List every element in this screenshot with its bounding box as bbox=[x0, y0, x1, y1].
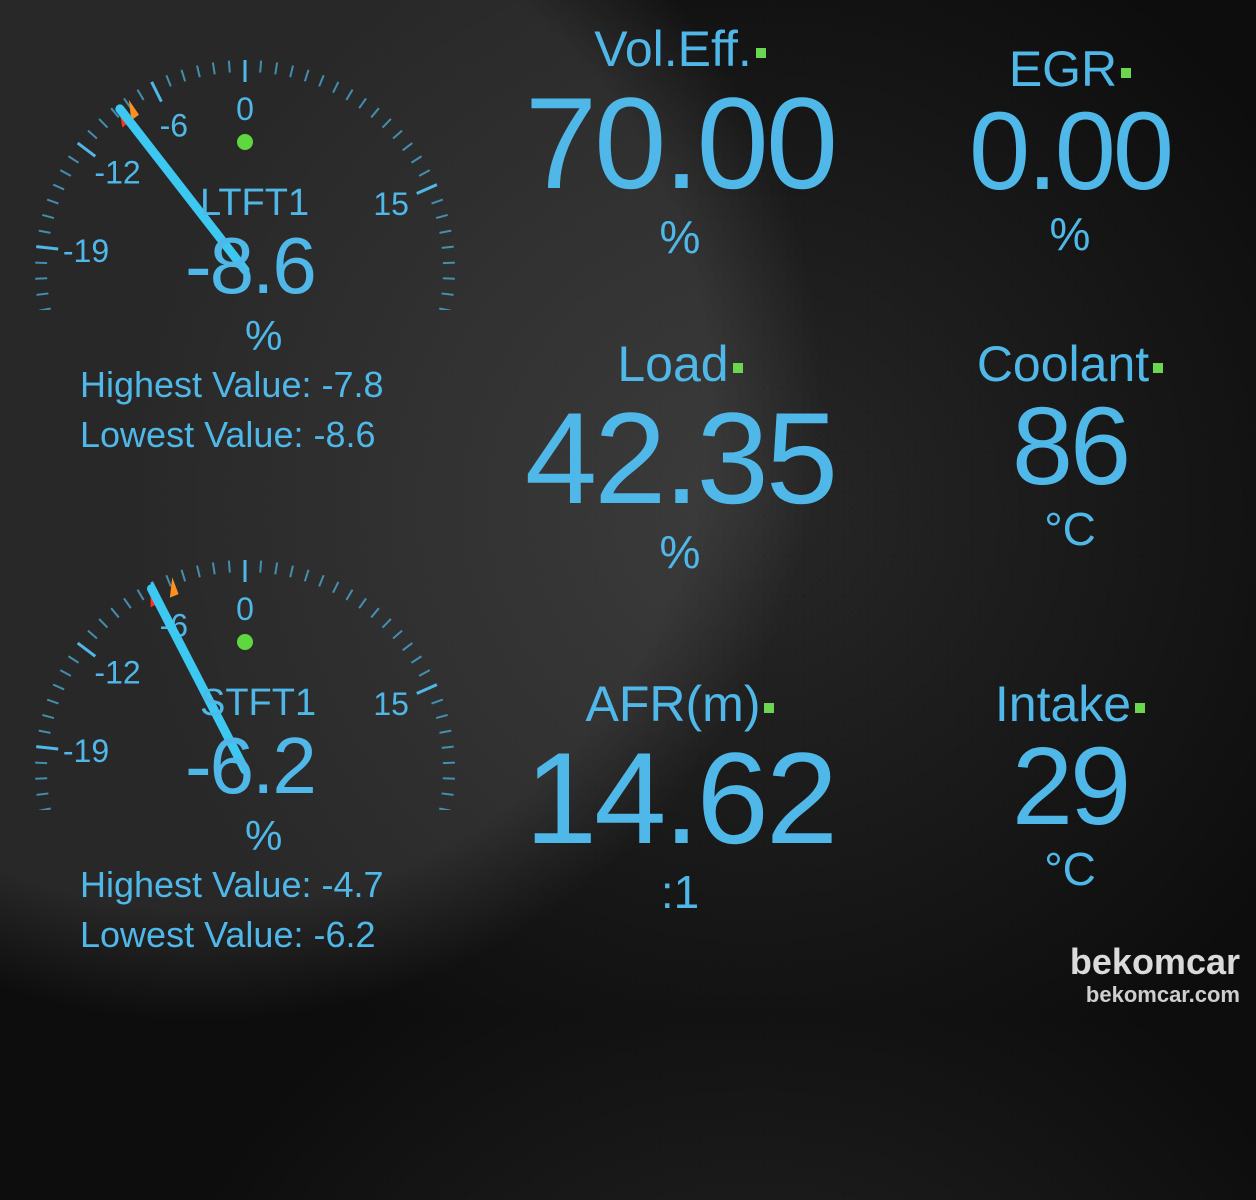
gauge-ltft1-name: LTFT1 bbox=[200, 182, 309, 225]
lowest-value: -6.2 bbox=[314, 914, 376, 955]
metric-egr-label: EGR bbox=[1009, 40, 1131, 98]
highest-value: -4.7 bbox=[321, 864, 383, 905]
watermark-line1: bekomcar bbox=[1070, 944, 1240, 980]
metric-afr-value: 14.62 bbox=[480, 723, 880, 873]
highest-label: Highest Value: bbox=[80, 864, 311, 905]
metric-afr-unit: :1 bbox=[480, 865, 880, 919]
watermark-line2: bekomcar.com bbox=[1070, 984, 1240, 1006]
lowest-value: -8.6 bbox=[314, 414, 376, 455]
metric-load-unit: % bbox=[480, 525, 880, 579]
svg-text:-12: -12 bbox=[94, 654, 140, 690]
svg-text:-19: -19 bbox=[63, 233, 109, 269]
metric-load[interactable]: Load 42.35 % bbox=[480, 335, 880, 579]
gauge-ltft1-unit: % bbox=[245, 312, 282, 360]
gauge-stft1-unit: % bbox=[245, 812, 282, 860]
metric-coolant[interactable]: Coolant 86 °C bbox=[920, 335, 1220, 556]
metric-vol-eff[interactable]: Vol.Eff. 70.00 % bbox=[480, 20, 880, 264]
svg-text:-25: -25 bbox=[72, 806, 118, 810]
metric-intake[interactable]: Intake 29 °C bbox=[920, 675, 1220, 896]
gauge-ltft1-value: -8.6 bbox=[185, 220, 315, 312]
gauge-stft1[interactable]: -25-19-12-601525 STFT1 -6.2 % Highest Va… bbox=[30, 530, 460, 810]
metric-load-value: 42.35 bbox=[480, 383, 880, 533]
svg-text:0: 0 bbox=[236, 91, 254, 127]
lowest-label: Lowest Value: bbox=[80, 914, 303, 955]
metric-vol-eff-unit: % bbox=[480, 210, 880, 264]
metric-intake-value: 29 bbox=[920, 723, 1220, 850]
gauge-ltft1[interactable]: -25-19-12-601525 LTFT1 -8.6 % Highest Va… bbox=[30, 30, 460, 310]
svg-text:15: 15 bbox=[373, 186, 409, 222]
svg-text:15: 15 bbox=[373, 686, 409, 722]
lowest-label: Lowest Value: bbox=[80, 414, 303, 455]
svg-text:-19: -19 bbox=[63, 733, 109, 769]
gauge-stft1-name: STFT1 bbox=[200, 682, 316, 725]
highest-label: Highest Value: bbox=[80, 364, 311, 405]
svg-text:25: 25 bbox=[378, 306, 414, 310]
metric-intake-label: Intake bbox=[995, 675, 1145, 733]
metric-coolant-label: Coolant bbox=[977, 335, 1163, 393]
metric-intake-unit: °C bbox=[920, 842, 1220, 896]
metric-afr-label: AFR(m) bbox=[586, 675, 775, 733]
metric-afr[interactable]: AFR(m) 14.62 :1 bbox=[480, 675, 880, 919]
gauge-ltft1-stats: Highest Value: -7.8 Lowest Value: -8.6 bbox=[80, 360, 384, 461]
gauge-stft1-value: -6.2 bbox=[185, 720, 315, 812]
svg-text:25: 25 bbox=[378, 806, 414, 810]
metric-coolant-value: 86 bbox=[920, 383, 1220, 510]
svg-text:-25: -25 bbox=[72, 306, 118, 310]
metric-vol-eff-value: 70.00 bbox=[480, 68, 880, 218]
metric-coolant-unit: °C bbox=[920, 502, 1220, 556]
metric-egr[interactable]: EGR 0.00 % bbox=[920, 40, 1220, 261]
svg-text:0: 0 bbox=[236, 591, 254, 627]
highest-value: -7.8 bbox=[321, 364, 383, 405]
gauge-stft1-stats: Highest Value: -4.7 Lowest Value: -6.2 bbox=[80, 860, 384, 961]
svg-text:-12: -12 bbox=[94, 154, 140, 190]
metric-egr-value: 0.00 bbox=[920, 88, 1220, 215]
watermark: bekomcar bekomcar.com bbox=[1070, 944, 1240, 1006]
svg-text:-6: -6 bbox=[160, 108, 188, 144]
metric-egr-unit: % bbox=[920, 207, 1220, 261]
metric-load-label: Load bbox=[617, 335, 742, 393]
metric-vol-eff-label: Vol.Eff. bbox=[594, 20, 766, 78]
